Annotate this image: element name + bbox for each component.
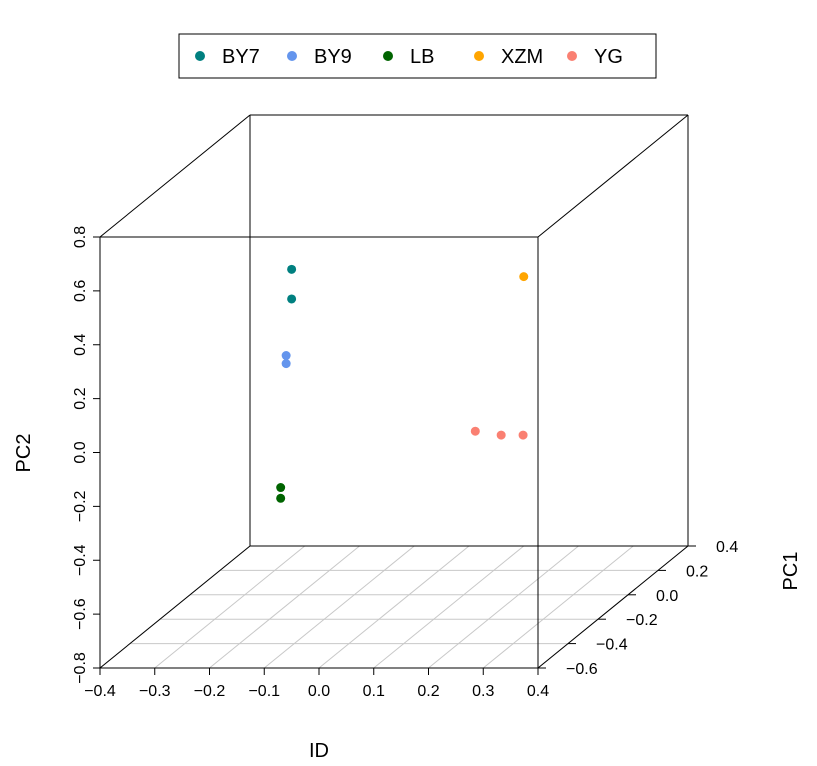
x-tick-label-2: −0.2 — [194, 683, 226, 700]
z-tick-label-0: −0.6 — [566, 661, 598, 678]
z-tick-label-2: −0.2 — [626, 612, 658, 629]
x-tick-label-8: 0.4 — [527, 683, 549, 700]
x-axis: −0.4 −0.3 −0.2 −0.1 0.0 0.1 0.2 0.3 0.4 — [84, 668, 549, 700]
point-yg-0 — [470, 426, 480, 436]
point-yg-2 — [518, 430, 528, 440]
point-lb-1 — [276, 493, 286, 503]
legend-label-by7: BY7 — [222, 46, 260, 68]
y-tick-label-6: 0.4 — [72, 334, 89, 356]
legend-label-xzm: XZM — [501, 46, 543, 68]
legend-label-lb: LB — [410, 46, 434, 68]
point-by9-0 — [281, 351, 291, 361]
legend: BY7 BY9 LB XZM YG — [178, 33, 657, 79]
floor-grid-line-x-7 — [482, 545, 634, 669]
point-by7-1 — [287, 294, 297, 304]
x-tick-label-7: 0.3 — [472, 683, 494, 700]
y-tick-label-4: 0.0 — [72, 441, 89, 463]
z-axis: −0.6 −0.4 −0.2 0.0 0.2 0.4 — [538, 539, 738, 678]
data-points — [276, 264, 529, 503]
x-tick-label-0: −0.4 — [84, 683, 116, 700]
floor-grid — [99, 545, 689, 669]
point-yg-1 — [496, 430, 506, 440]
point-by7-0 — [287, 264, 297, 274]
y-tick-label-5: 0.2 — [72, 387, 89, 409]
legend-marker-yg — [567, 51, 577, 61]
floor-grid-line-x-3 — [263, 545, 415, 669]
point-by9-1 — [281, 359, 291, 369]
z-tick-label-3: 0.0 — [656, 588, 678, 605]
legend-marker-xzm — [474, 51, 484, 61]
floor-grid-line-x-1 — [154, 545, 306, 669]
y-axis: −0.8 −0.6 −0.4 −0.2 0.0 0.2 0.4 0.6 0.8 — [72, 226, 100, 684]
floor-grid-line-x-2 — [209, 545, 360, 669]
box-edge-0 — [99, 545, 251, 669]
legend-marker-by7 — [195, 51, 205, 61]
x-axis-title: ID — [309, 740, 329, 762]
y-tick-label-0: −0.8 — [72, 652, 89, 684]
box-edge-3 — [537, 114, 689, 238]
y-tick-label-3: −0.2 — [72, 490, 89, 522]
legend-marker-by9 — [287, 51, 297, 61]
legend-label-by9: BY9 — [314, 46, 352, 68]
y-tick-label-7: 0.6 — [72, 280, 89, 302]
y-axis-title: PC2 — [13, 434, 35, 473]
x-tick-label-3: −0.1 — [248, 683, 280, 700]
plot-box — [99, 114, 689, 669]
legend-label-yg: YG — [594, 46, 623, 68]
floor-grid-line-x-6 — [428, 545, 579, 669]
y-tick-label-2: −0.4 — [72, 544, 89, 576]
y-tick-label-1: −0.6 — [72, 598, 89, 630]
x-tick-label-1: −0.3 — [139, 683, 171, 700]
x-tick-label-4: 0.0 — [308, 683, 330, 700]
box-edge-1 — [99, 114, 251, 238]
box-edge-2 — [537, 545, 689, 669]
z-tick-label-1: −0.4 — [596, 637, 628, 654]
x-tick-label-6: 0.2 — [417, 683, 439, 700]
z-axis-title: PC1 — [780, 552, 802, 591]
x-tick-label-5: 0.1 — [363, 683, 385, 700]
legend-marker-lb — [383, 51, 393, 61]
floor-grid-line-x-4 — [318, 545, 470, 669]
y-tick-label-8: 0.8 — [72, 226, 89, 248]
point-lb-0 — [276, 483, 286, 493]
z-tick-label-4: 0.2 — [686, 563, 708, 580]
point-xzm-0 — [519, 272, 529, 282]
z-tick-label-5: 0.4 — [716, 539, 738, 556]
floor-grid-line-x-5 — [373, 545, 525, 669]
